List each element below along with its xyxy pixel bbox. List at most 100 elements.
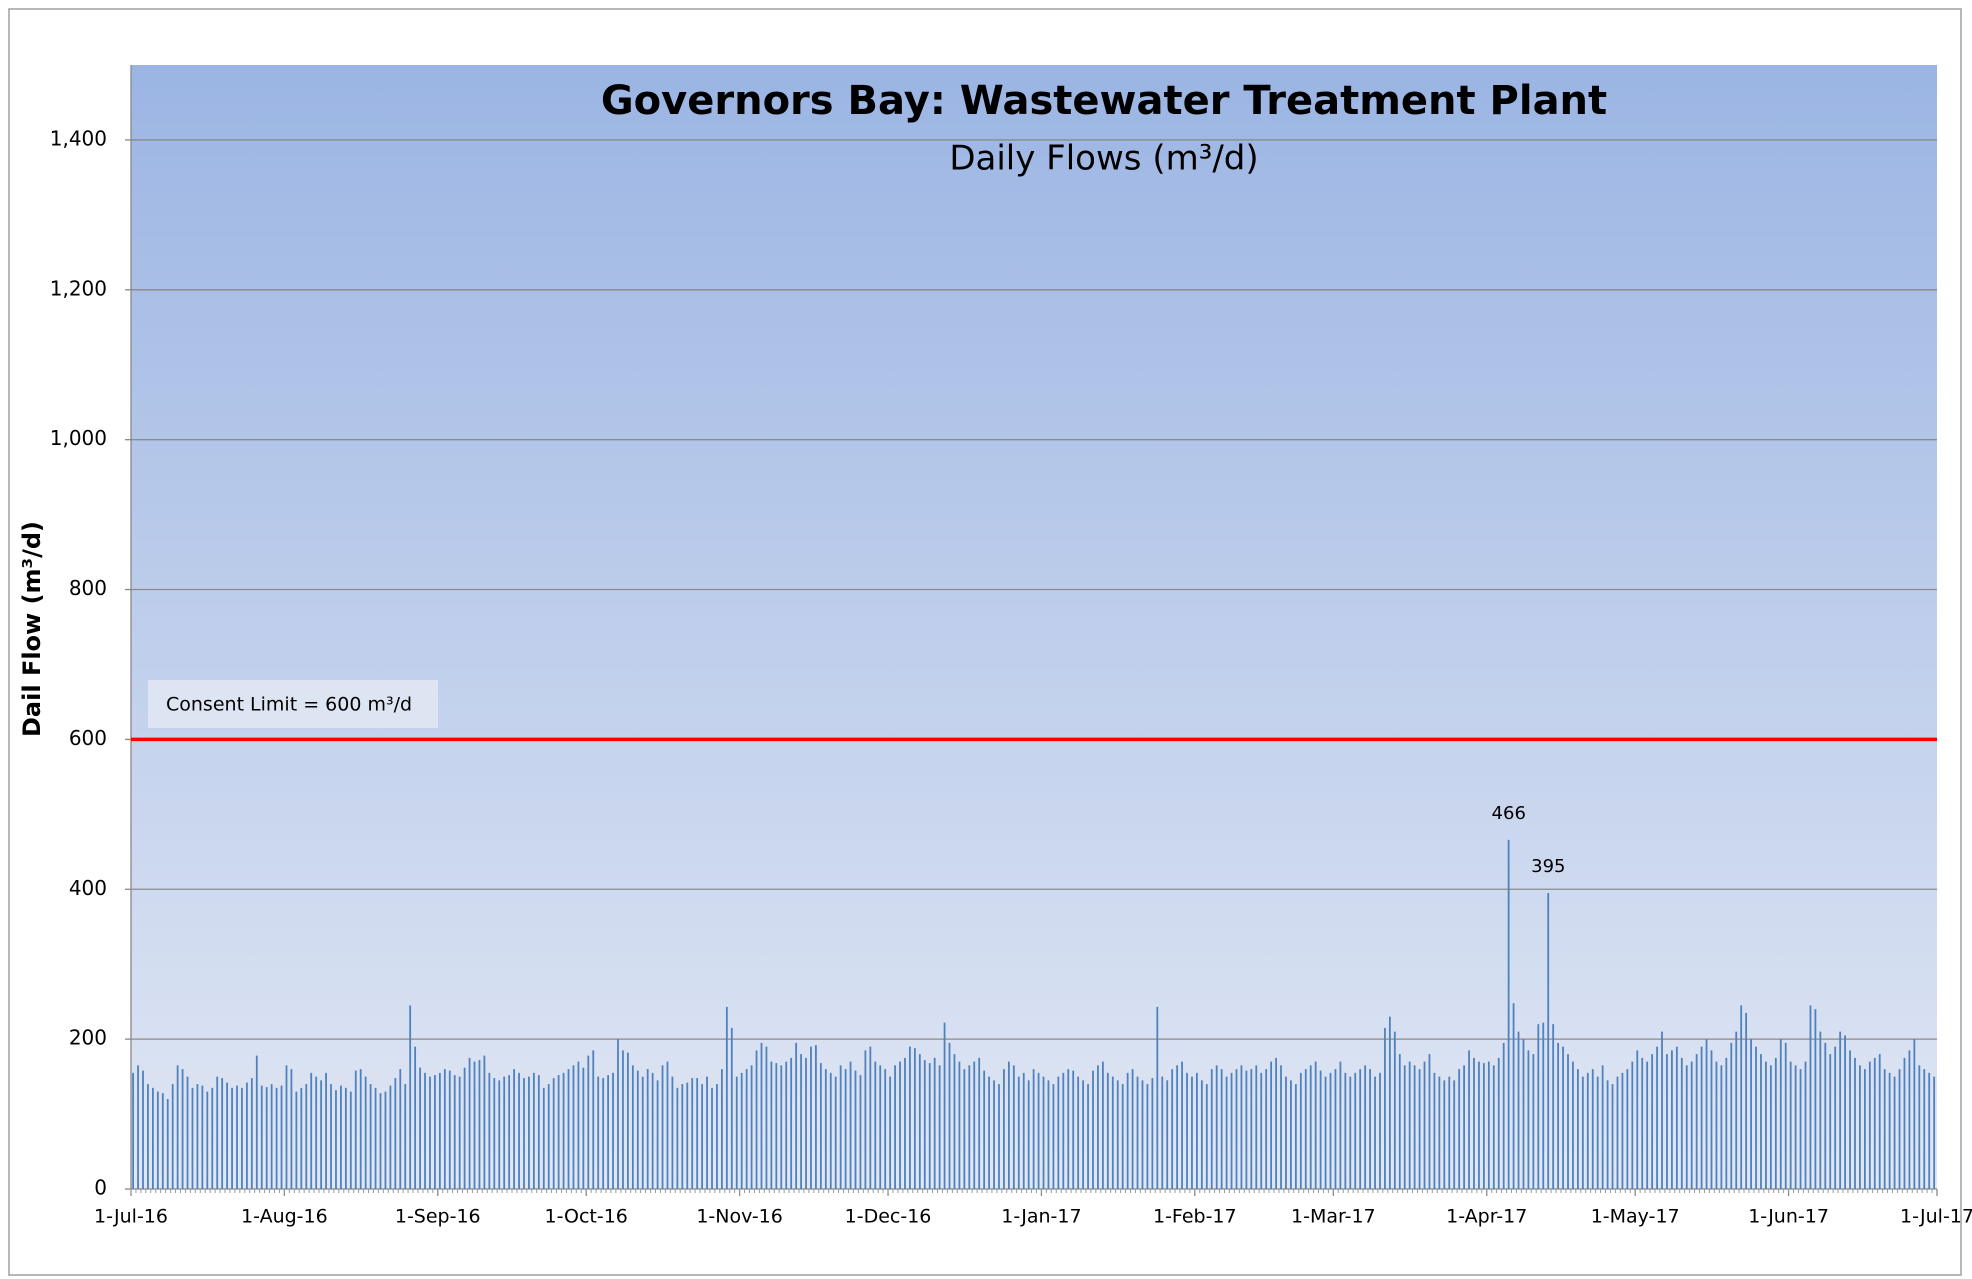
bar [147,1084,149,1189]
bar [1651,1054,1654,1189]
bar [1448,1076,1451,1189]
bar [958,1061,961,1189]
bar [1606,1080,1609,1189]
bar [1532,1054,1535,1189]
bar [1824,1042,1827,1189]
bar [884,1069,887,1189]
bar [775,1063,778,1189]
bar [290,1069,293,1189]
bar [755,1050,758,1189]
bar [1354,1072,1357,1189]
bar [1913,1039,1916,1189]
bar [315,1076,318,1189]
bar [1893,1076,1896,1189]
bar [943,1022,946,1189]
bar [1888,1072,1891,1189]
bar [1809,1005,1812,1189]
bar [1077,1076,1080,1189]
bar [275,1087,278,1189]
bar [1290,1080,1292,1189]
data-label: 395 [1531,856,1565,877]
bar [1656,1046,1658,1189]
bar [1750,1039,1752,1189]
bar [1443,1080,1446,1189]
bar [1146,1084,1149,1189]
bar [1027,1080,1030,1189]
bar [330,1084,332,1189]
bar [1294,1084,1297,1189]
bar [805,1057,807,1189]
bar [1092,1070,1094,1189]
bar [1334,1069,1337,1189]
bar [424,1072,426,1189]
bar [1181,1061,1183,1189]
chart-subtitle: Daily Flows (m³/d) [949,139,1258,179]
bar [765,1046,768,1189]
bar [1834,1046,1837,1189]
bar [1819,1031,1822,1189]
bar [166,1099,169,1189]
bar [1413,1065,1416,1189]
bar [562,1072,565,1189]
bar [1453,1080,1456,1189]
bar [285,1065,288,1189]
bar [968,1065,971,1189]
bar [646,1069,649,1189]
bar [1680,1057,1683,1189]
bar [389,1085,392,1189]
bar [1408,1061,1411,1189]
bar [1730,1042,1733,1189]
bar [933,1057,936,1189]
bar [171,1084,174,1189]
y-tick-label: 400 [69,876,107,900]
bar [191,1087,194,1189]
bar [1037,1072,1040,1189]
bar [1280,1065,1282,1189]
bar [671,1076,674,1189]
bar [1141,1080,1144,1189]
bar [1403,1065,1406,1189]
bar [1690,1061,1693,1189]
bar [1591,1069,1594,1189]
bar [176,1065,179,1189]
bar [938,1065,941,1189]
bar [246,1082,248,1189]
bar [1384,1027,1386,1189]
bar [567,1069,570,1189]
bar [344,1087,347,1189]
y-axis-label: Dail Flow (m³/d) [18,521,46,737]
bar [142,1070,144,1189]
bar [1166,1080,1169,1189]
bar [1720,1065,1723,1189]
bar [483,1055,486,1189]
bar [137,1065,139,1189]
y-tick-label: 1,200 [50,276,107,300]
bar [602,1078,605,1189]
bar [854,1070,857,1189]
bar [359,1069,362,1189]
bar [508,1075,511,1189]
bar [899,1061,901,1189]
bar [260,1085,263,1189]
bar [295,1091,298,1189]
x-tick-label: 1-Jan-17 [1001,1206,1081,1228]
bar [1482,1063,1485,1189]
bar [1176,1065,1179,1189]
bar [1581,1076,1584,1189]
bar [1151,1078,1154,1189]
bar [1715,1061,1718,1189]
bar [542,1087,545,1189]
x-tick-label: 1-Sep-16 [395,1206,481,1228]
bar [394,1078,397,1189]
bar [1854,1057,1856,1189]
bar [622,1050,624,1189]
bar [1794,1065,1797,1189]
bar [161,1093,164,1189]
bar [374,1087,377,1189]
bar [434,1075,436,1189]
bar [988,1076,990,1189]
bar [1082,1080,1085,1189]
bar [1012,1065,1015,1189]
bar [1245,1070,1248,1189]
bar [894,1065,896,1189]
